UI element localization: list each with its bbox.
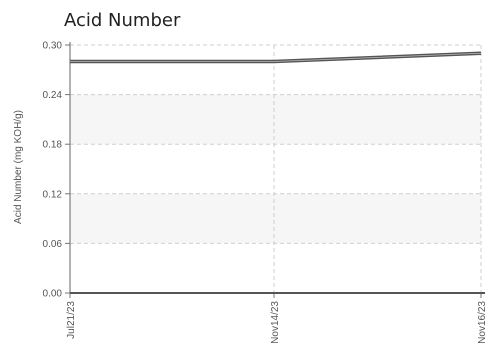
y-tick-label-3: 0.12 (43, 189, 63, 200)
axes (69, 42, 485, 294)
series-highlight-0 (70, 52, 482, 62)
x-tick-label-1: Nov14/23 (270, 301, 281, 344)
series-lines (70, 51, 482, 64)
y-tick-label-4: 0.06 (43, 239, 63, 250)
x-tick-label-0: Jul21/23 (66, 301, 77, 339)
y-tick-labels: 0.30 0.24 0.18 0.12 0.06 0.00 (43, 41, 63, 300)
band-3 (70, 94, 481, 145)
x-tick-labels: Jul21/23 Nov14/23 Nov16/23 (66, 301, 488, 344)
y-tick-label-0: 0.30 (43, 41, 63, 52)
grid-lines (65, 44, 482, 298)
x-tick-label-2: Nov16/23 (477, 301, 488, 344)
y-axis-label: Acid Number (mg KOH/g) (13, 110, 24, 224)
band-1 (70, 193, 481, 244)
series-line-0 (70, 51, 482, 64)
y-tick-label-1: 0.24 (43, 90, 63, 101)
y-tick-label-2: 0.18 (43, 140, 63, 151)
chart-title: Acid Number (64, 10, 181, 31)
alternating-bands (70, 94, 481, 244)
y-tick-label-5: 0.00 (43, 289, 63, 300)
